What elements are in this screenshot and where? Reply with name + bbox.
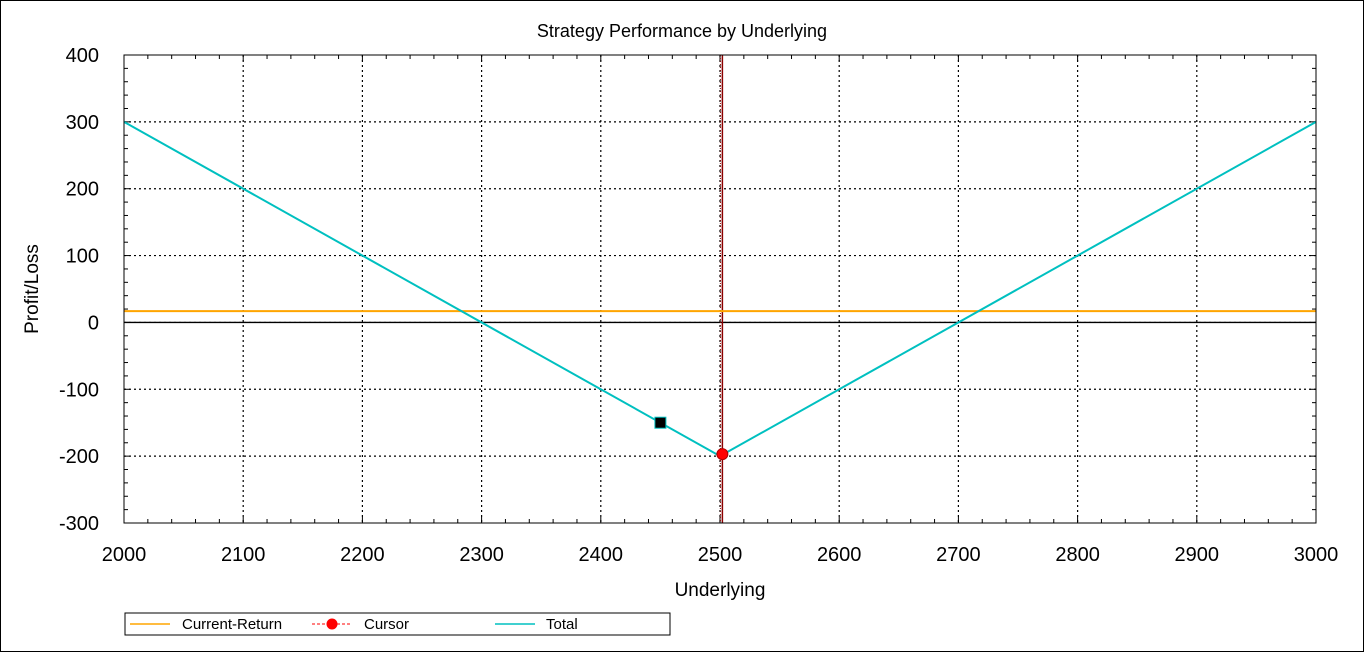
cursor-point-marker[interactable] [716,448,729,461]
square-marker [654,416,667,429]
y-tick-label: 300 [66,112,99,134]
x-tick-label: 2900 [1175,544,1220,566]
x-tick-label: 2300 [459,544,504,566]
plot-area-border [123,54,1317,524]
legend-item-cursor-marker [326,618,338,630]
chart-title: Strategy Performance by Underlying [537,21,827,41]
y-tick-label: 400 [66,45,99,67]
y-tick-labels: -300 -200 -100 0 100 200 300 400 [59,45,99,535]
y-tick-label: 100 [66,246,99,268]
x-tick-labels: 2000 2100 2200 2300 2400 2500 2600 2700 2800 2900… [102,544,1339,566]
legend-item-cursor-label: Cursor [364,616,409,633]
y-tick-label: 0 [88,312,99,334]
legend: Current-Return Cursor Total [124,612,671,636]
y-tick-label: 200 [66,179,99,201]
x-tick-label: 2600 [817,544,862,566]
x-tick-label: 2400 [579,544,624,566]
y-tick-label: -300 [59,513,99,535]
y-tick-label: -200 [59,446,99,468]
series-layer [123,55,1317,523]
legend-item-current-return-label: Current-Return [182,616,282,633]
x-tick-label: 3000 [1294,544,1339,566]
minor-ticks [123,54,1317,524]
legend-item-total-label: Total [546,616,578,633]
x-axis-title: Underlying [675,580,766,601]
y-tick-label: -100 [59,379,99,401]
x-tick-label: 2700 [936,544,981,566]
x-tick-label: 2000 [102,544,147,566]
x-tick-label: 2500 [698,544,743,566]
x-tick-label: 2200 [340,544,385,566]
x-tick-label: 2800 [1055,544,1100,566]
x-tick-label: 2100 [221,544,266,566]
legend-box [124,612,671,636]
y-axis-title: Profit/Loss [22,244,43,334]
